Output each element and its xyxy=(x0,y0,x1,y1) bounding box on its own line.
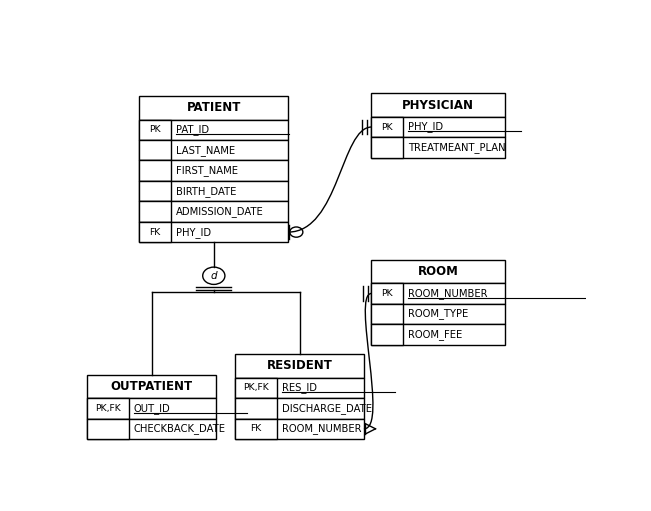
Bar xyxy=(372,283,505,304)
Bar xyxy=(139,120,171,140)
Bar xyxy=(235,398,364,419)
Text: PHYSICIAN: PHYSICIAN xyxy=(402,99,475,111)
Text: PAT_ID: PAT_ID xyxy=(176,124,209,135)
Text: RESIDENT: RESIDENT xyxy=(267,359,333,373)
Text: DISCHARGE_DATE: DISCHARGE_DATE xyxy=(282,403,372,414)
Bar xyxy=(372,137,403,158)
Bar xyxy=(372,137,505,158)
Text: OUTPATIENT: OUTPATIENT xyxy=(111,380,193,393)
Bar xyxy=(139,222,171,242)
Text: PATIENT: PATIENT xyxy=(187,101,241,114)
Text: CHECKBACK_DATE: CHECKBACK_DATE xyxy=(134,424,226,434)
Text: PK: PK xyxy=(149,125,161,134)
Text: ROOM_NUMBER: ROOM_NUMBER xyxy=(282,424,361,434)
Text: OUT_ID: OUT_ID xyxy=(134,403,171,414)
Bar xyxy=(87,398,129,419)
Bar xyxy=(139,140,288,160)
Text: ROOM: ROOM xyxy=(418,265,459,278)
Text: BIRTH_DATE: BIRTH_DATE xyxy=(176,185,236,197)
Bar xyxy=(139,160,288,181)
Bar xyxy=(139,201,288,222)
Text: LAST_NAME: LAST_NAME xyxy=(176,145,235,156)
Bar xyxy=(87,419,129,439)
Bar xyxy=(372,324,505,344)
Bar xyxy=(139,181,171,201)
Bar xyxy=(139,181,288,201)
Text: PK,FK: PK,FK xyxy=(243,383,269,392)
Text: PK,FK: PK,FK xyxy=(95,404,121,413)
Text: ROOM_FEE: ROOM_FEE xyxy=(408,329,462,340)
Bar xyxy=(87,375,216,398)
Bar xyxy=(235,419,277,439)
Bar xyxy=(372,304,505,324)
Bar xyxy=(372,260,505,283)
Bar xyxy=(372,117,403,137)
Bar xyxy=(139,96,288,120)
Text: PK: PK xyxy=(381,123,393,131)
Bar xyxy=(139,160,171,181)
Bar xyxy=(235,398,277,419)
Text: ADMISSION_DATE: ADMISSION_DATE xyxy=(176,206,264,217)
Text: FIRST_NAME: FIRST_NAME xyxy=(176,165,238,176)
Text: d: d xyxy=(210,271,217,281)
Text: FK: FK xyxy=(251,424,262,433)
Bar xyxy=(139,140,171,160)
Bar xyxy=(235,378,277,398)
Bar xyxy=(235,378,364,398)
Bar xyxy=(372,94,505,117)
Bar xyxy=(235,419,364,439)
Text: ROOM_TYPE: ROOM_TYPE xyxy=(408,309,468,319)
Bar xyxy=(235,354,364,378)
Bar xyxy=(372,324,403,344)
Bar xyxy=(372,283,403,304)
Text: TREATMEANT_PLAN: TREATMEANT_PLAN xyxy=(408,142,505,153)
Text: ROOM_NUMBER: ROOM_NUMBER xyxy=(408,288,488,299)
Text: PHY_ID: PHY_ID xyxy=(176,227,211,238)
Bar xyxy=(372,117,505,137)
Text: RES_ID: RES_ID xyxy=(282,382,316,393)
Text: PHY_ID: PHY_ID xyxy=(408,122,443,132)
Text: FK: FK xyxy=(150,227,161,237)
Bar xyxy=(139,222,288,242)
Bar xyxy=(139,201,171,222)
Bar xyxy=(139,120,288,140)
Text: PK: PK xyxy=(381,289,393,298)
Bar xyxy=(87,419,216,439)
Bar xyxy=(372,304,403,324)
Bar xyxy=(87,398,216,419)
